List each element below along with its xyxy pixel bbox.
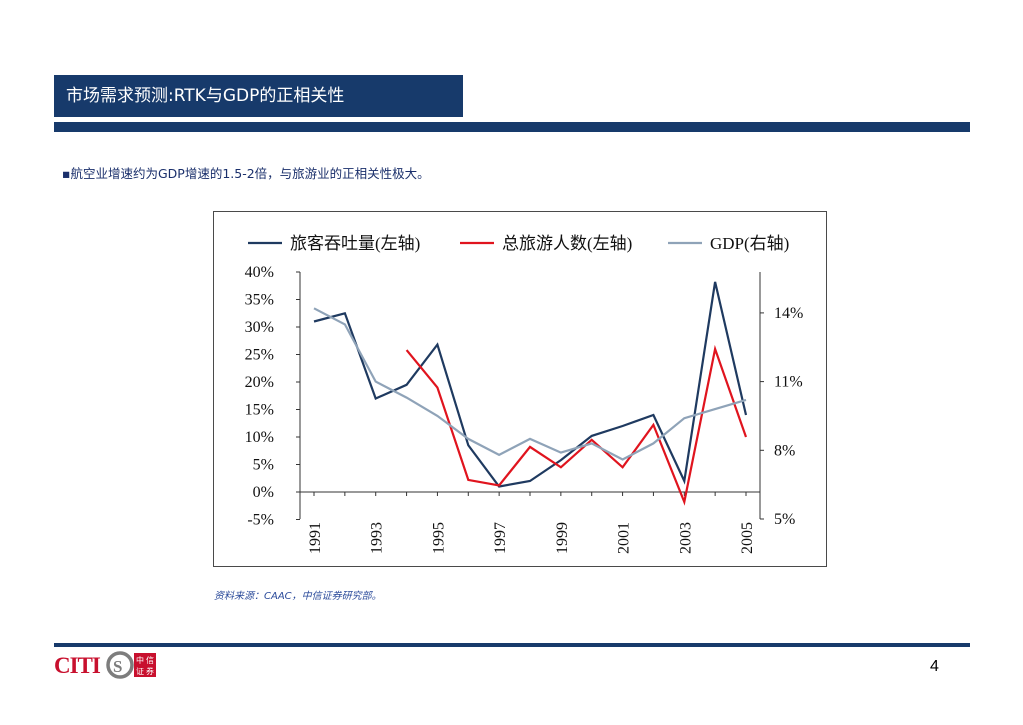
x-tick-label: 2001 [616,522,633,554]
source-note: 资料来源：CAAC，中信证券研究部。 [214,591,382,602]
legend-label: GDP(右轴) [710,234,789,253]
line-chart: 旅客吞吐量(左轴) 总旅游人数(左轴) GDP(右轴) 40% 35% 30% 25% 20… [245,234,804,554]
footer-line [54,643,970,647]
page-number: 4 [930,658,939,675]
y-left-tick-label: 10% [245,429,274,446]
y-left-tick-label: -5% [247,512,274,529]
x-tick-label: 2003 [677,522,694,554]
y-left-tick-label: 25% [245,347,274,364]
y-right-tick-label: 11% [774,374,803,391]
x-tick-label: 1999 [554,522,571,554]
citics-logo-graphic: CITI S 中 信 证 券 [54,651,156,679]
citics-logo: CITI S 中 信 证 券 [54,651,158,679]
x-tick-label: 1991 [307,522,324,554]
series-line [313,307,747,461]
chart-frame: 旅客吞吐量(左轴) 总旅游人数(左轴) GDP(右轴) 40% 35% 30% 25% 20… [213,211,827,567]
x-tick-label: 2005 [739,522,756,554]
bullet-point: ▪航空业增速约为GDP增速的1.5-2倍，与旅游业的正相关性极大。 [62,163,430,182]
svg-text:S: S [113,657,122,676]
series-line [313,281,748,488]
y-left-tick-label: 40% [245,264,274,281]
legend-label: 旅客吞吐量(左轴) [290,234,420,253]
y-right-tick-label: 5% [774,511,795,528]
y-left-tick-label: 20% [245,374,274,391]
svg-text:券: 券 [146,666,154,676]
legend-label: 总旅游人数(左轴) [502,234,632,253]
svg-text:信: 信 [146,655,154,665]
y-left-tick-label: 35% [245,292,274,309]
series-line [405,344,748,506]
x-tick-label: 1995 [430,522,447,554]
chart-axes: 40% 35% 30% 25% 20% 15% 10% 5% 0% -5% 14% 11% 8% 5% 19… [245,264,804,554]
y-left-tick-label: 30% [245,319,274,336]
y-right-tick-label: 8% [774,442,795,459]
x-tick-label: 1993 [369,522,386,554]
y-left-tick-label: 5% [253,457,274,474]
svg-text:CITI: CITI [54,653,101,678]
y-right-tick-label: 14% [774,305,803,322]
chart-series [313,281,748,506]
chart-legend: 旅客吞吐量(左轴) 总旅游人数(左轴) GDP(右轴) [248,234,789,253]
bullet-marker: ▪ [62,166,71,181]
svg-text:中: 中 [136,655,144,665]
y-left-tick-label: 0% [253,484,274,501]
svg-text:证: 证 [136,667,144,676]
y-left-tick-label: 15% [245,402,274,419]
slide-title: 市场需求预测:RTK与GDP的正相关性 [54,75,463,117]
title-underline-bar [54,122,970,132]
x-tick-label: 1997 [492,522,509,554]
bullet-text: 航空业增速约为GDP增速的1.5-2倍，与旅游业的正相关性极大。 [70,166,430,181]
